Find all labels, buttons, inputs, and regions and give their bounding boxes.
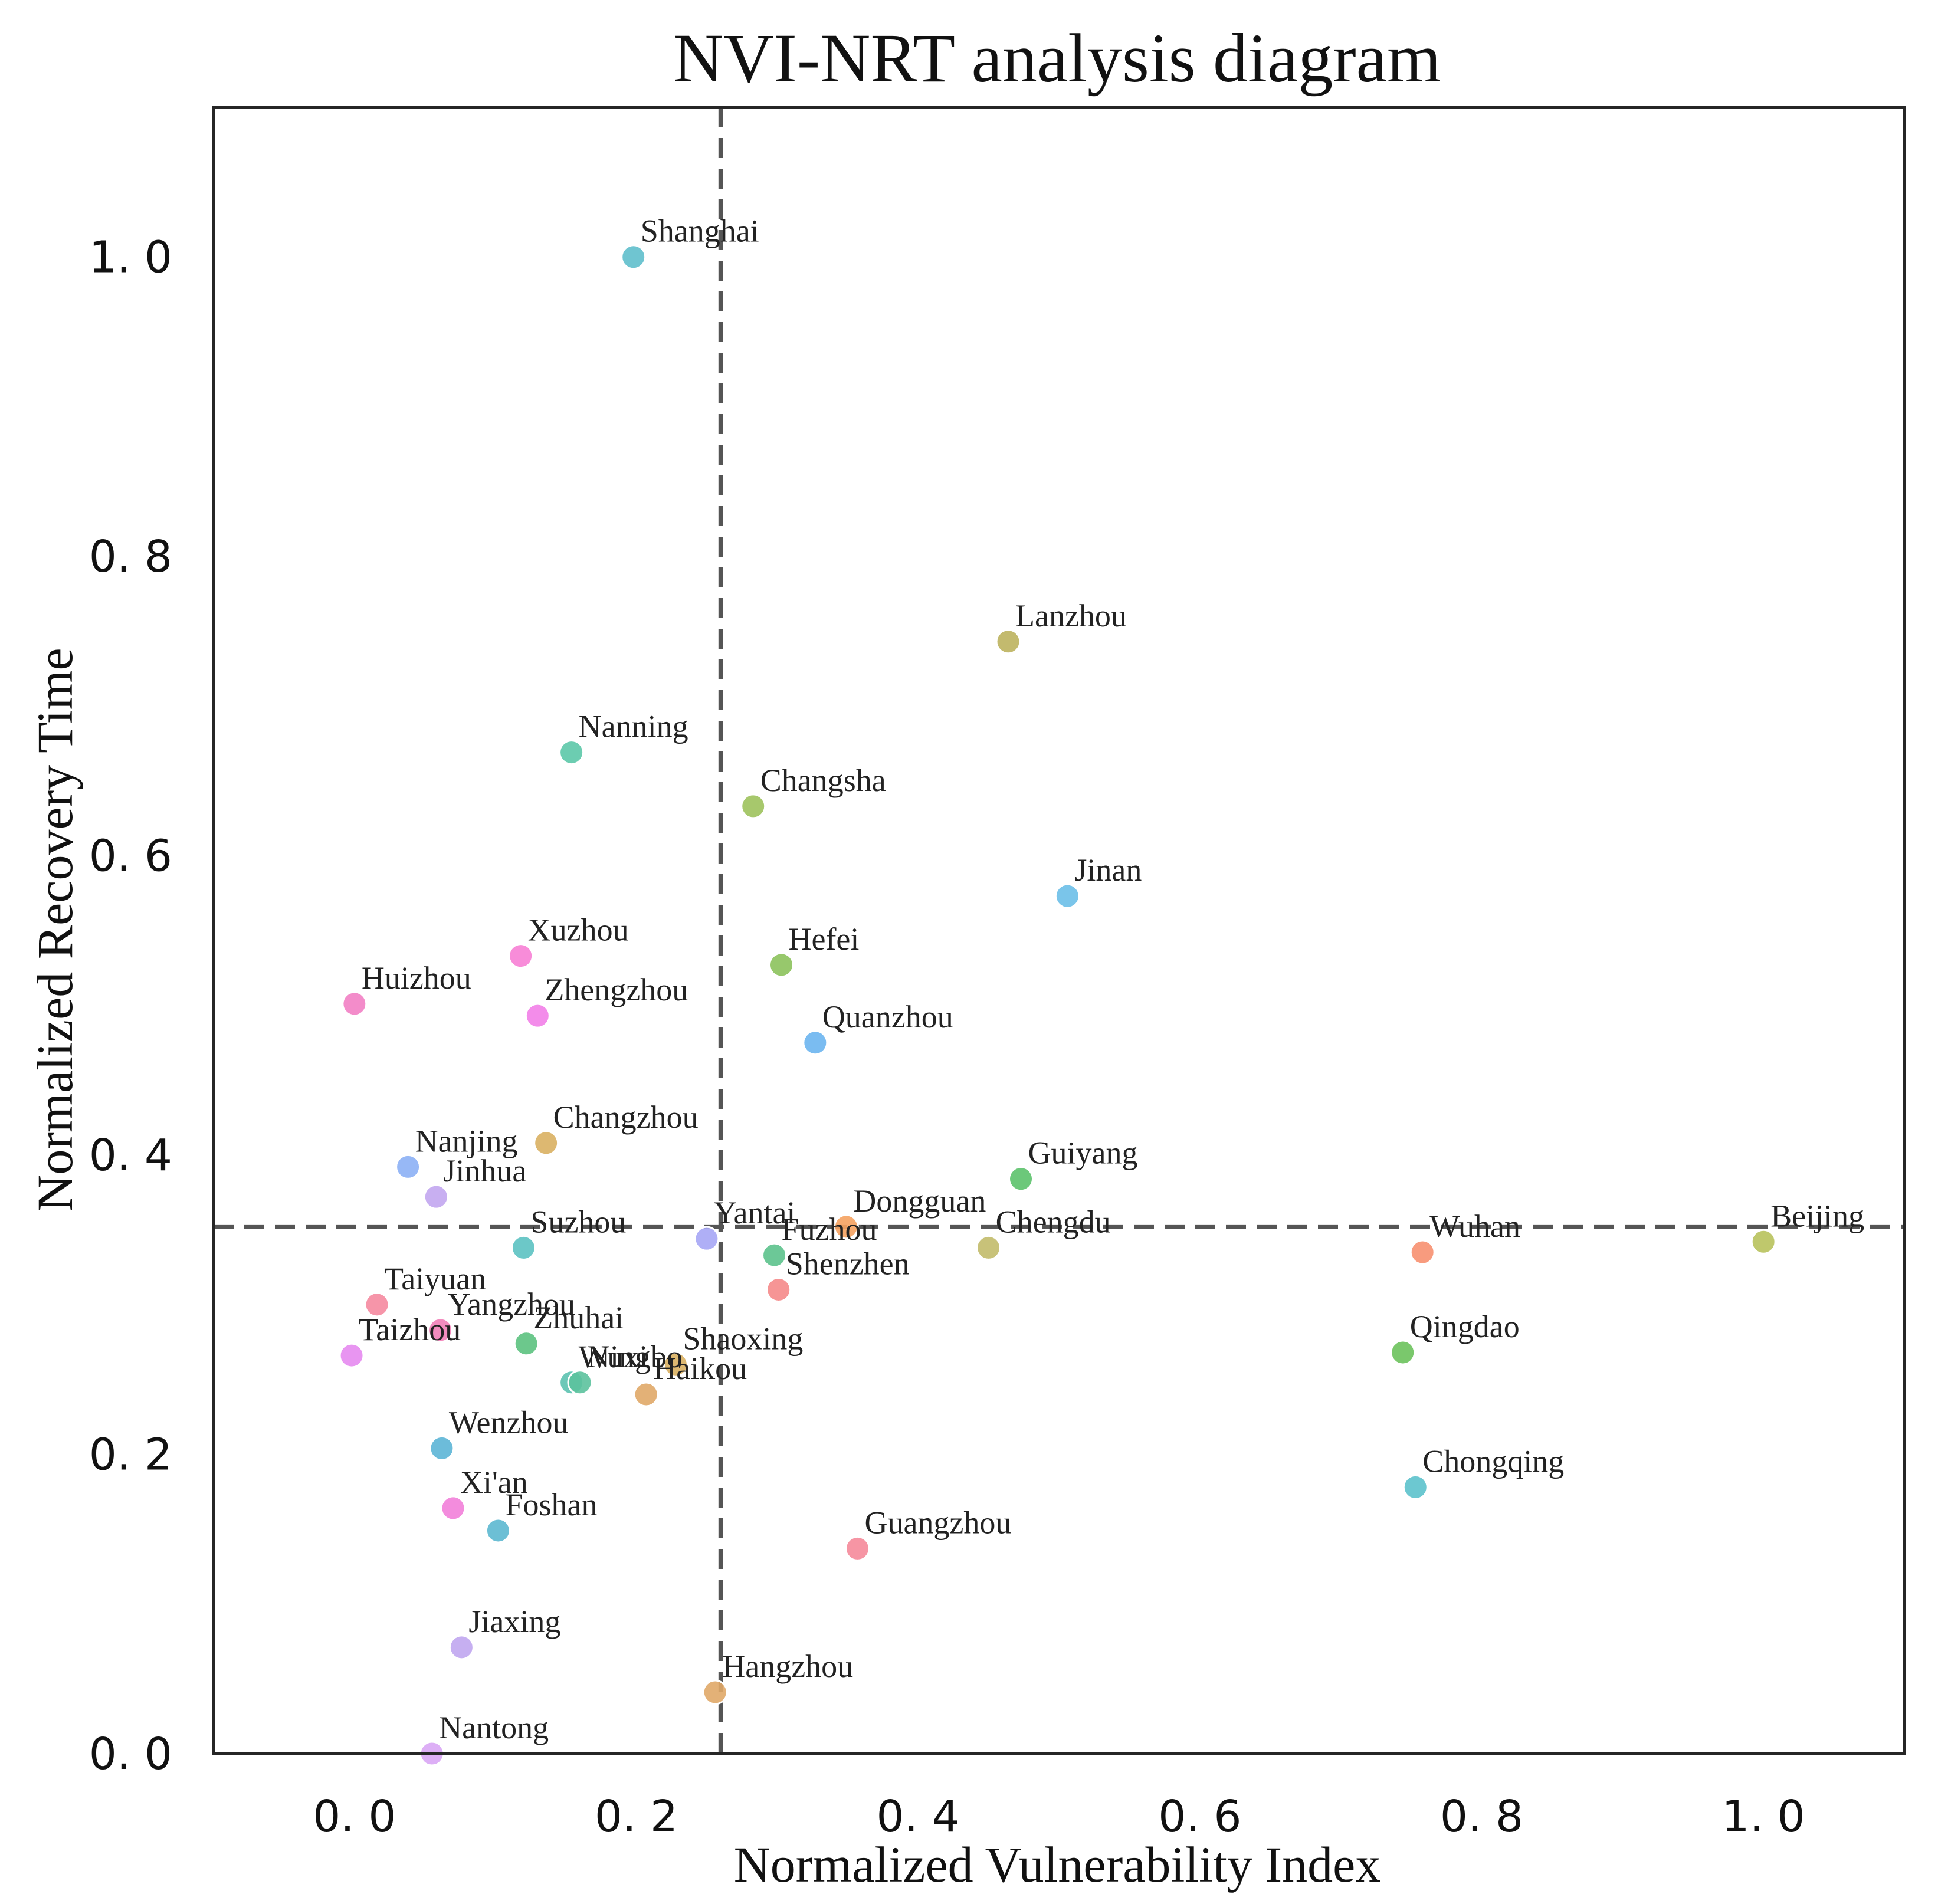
point-label: Wuxi xyxy=(579,1339,648,1374)
data-point xyxy=(364,1292,390,1318)
y-tick-label: 0. 0 xyxy=(89,1729,172,1780)
y-tick-label: 0. 6 xyxy=(89,831,172,882)
data-point xyxy=(513,1331,539,1357)
data-point xyxy=(339,1342,365,1368)
point-label: Jiaxing xyxy=(468,1604,560,1639)
reference-lines xyxy=(214,107,1904,1754)
y-axis-label: Normalized Recovery Time xyxy=(27,648,83,1211)
y-axis-ticks: 0. 0 0. 2 0. 4 0. 6 0. 8 1. 0 xyxy=(89,232,172,1780)
point-label: Hefei xyxy=(788,921,859,957)
x-tick-label: 1. 0 xyxy=(1722,1791,1805,1842)
data-point xyxy=(1409,1239,1435,1265)
data-points xyxy=(339,244,1776,1767)
point-label: Fuzhou xyxy=(782,1212,877,1247)
data-point xyxy=(702,1679,728,1705)
point-label: Nanjing xyxy=(415,1123,518,1158)
x-tick-label: 0. 4 xyxy=(877,1791,960,1842)
data-point xyxy=(1402,1474,1428,1500)
data-point xyxy=(440,1495,466,1521)
x-tick-label: 0. 6 xyxy=(1158,1791,1241,1842)
point-label: Zhuhai xyxy=(533,1300,624,1335)
data-point xyxy=(485,1518,511,1544)
data-point xyxy=(663,1351,688,1377)
point-label: Taizhou xyxy=(359,1312,461,1347)
point-label: Chengdu xyxy=(996,1204,1111,1239)
point-label: Zhengzhou xyxy=(545,972,688,1007)
point-label: Qingdao xyxy=(1410,1309,1520,1344)
data-point xyxy=(1750,1229,1776,1255)
point-label: Foshan xyxy=(505,1487,597,1522)
data-point xyxy=(621,244,647,270)
point-label: Yangzhou xyxy=(448,1286,576,1322)
x-axis-ticks: 0. 0 0. 2 0. 4 0. 6 0. 8 1. 0 xyxy=(313,1791,1805,1842)
y-tick-label: 0. 2 xyxy=(89,1430,172,1480)
point-label: Beijing xyxy=(1770,1198,1864,1233)
y-tick-label: 0. 4 xyxy=(89,1130,172,1181)
point-label: Guangzhou xyxy=(864,1505,1011,1540)
point-label: Xi'an xyxy=(460,1465,528,1500)
point-label: Chongqing xyxy=(1422,1443,1564,1479)
data-point xyxy=(633,1381,659,1407)
point-label: Guiyang xyxy=(1028,1135,1138,1171)
point-label: Wuhan xyxy=(1429,1209,1520,1244)
point-label: Wenzhou xyxy=(449,1404,569,1440)
point-label: Quanzhou xyxy=(822,999,953,1035)
point-label: Nantong xyxy=(439,1710,549,1745)
data-point xyxy=(762,1242,788,1268)
data-point xyxy=(995,629,1021,655)
data-point xyxy=(802,1030,828,1056)
point-label: Hangzhou xyxy=(722,1649,853,1684)
x-tick-label: 0. 0 xyxy=(313,1791,396,1842)
point-label: Shanghai xyxy=(641,214,759,249)
point-label: Suzhou xyxy=(530,1204,626,1239)
data-point xyxy=(508,943,534,969)
data-point xyxy=(395,1154,421,1180)
data-point xyxy=(524,1003,550,1029)
x-tick-label: 0. 8 xyxy=(1440,1791,1523,1842)
data-point xyxy=(1008,1166,1034,1192)
data-point xyxy=(1390,1340,1416,1365)
point-label: Shenzhen xyxy=(786,1246,910,1281)
x-axis-label: Normalized Vulnerability Index xyxy=(734,1836,1381,1893)
point-label: Jinhua xyxy=(443,1153,526,1189)
data-point xyxy=(768,952,794,978)
point-label: Haikou xyxy=(653,1351,747,1386)
point-label: Jinan xyxy=(1074,852,1142,888)
point-label: Dongguan xyxy=(853,1183,986,1219)
y-tick-label: 1. 0 xyxy=(89,232,172,283)
point-label: Nanning xyxy=(579,709,688,744)
data-point xyxy=(766,1276,792,1302)
point-label: Changzhou xyxy=(553,1099,699,1135)
data-point xyxy=(844,1535,870,1561)
data-point xyxy=(1054,883,1080,909)
data-point xyxy=(559,740,585,766)
data-point xyxy=(833,1214,859,1240)
point-label: Yantai xyxy=(714,1195,796,1230)
x-tick-label: 0. 2 xyxy=(595,1791,678,1842)
point-label: Lanzhou xyxy=(1015,598,1127,633)
data-point xyxy=(448,1634,474,1660)
data-point xyxy=(740,793,766,819)
data-point xyxy=(429,1435,455,1461)
point-label: Taiyuan xyxy=(384,1261,486,1296)
data-point xyxy=(533,1130,559,1156)
point-label: Ningbo xyxy=(587,1339,683,1374)
data-point xyxy=(510,1235,536,1260)
data-point xyxy=(423,1184,449,1210)
chart-title: NVI-NRT analysis diagram xyxy=(673,19,1441,97)
data-point xyxy=(694,1226,720,1252)
data-point xyxy=(567,1370,593,1396)
plot-frame xyxy=(212,106,1906,1755)
point-label: Huizhou xyxy=(362,960,471,996)
point-label: Shaoxing xyxy=(683,1321,803,1356)
y-tick-label: 0. 8 xyxy=(89,531,172,582)
data-point xyxy=(428,1317,454,1343)
data-point xyxy=(976,1235,1002,1260)
point-labels: Shanghai Lanzhou Nanning Changsha Jinan Xuzho… xyxy=(359,214,1864,1745)
point-label: Xuzhou xyxy=(528,912,629,948)
point-label: Changsha xyxy=(760,763,886,798)
data-point xyxy=(342,991,368,1017)
